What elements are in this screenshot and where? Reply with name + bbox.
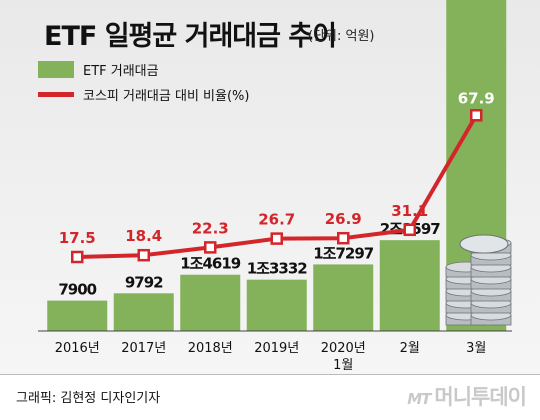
- ratio-point: [403, 223, 416, 237]
- bar-value-label: 9792: [125, 273, 163, 291]
- chart-title: ETF 일평균 거래대금 추이: [44, 21, 337, 52]
- ratio-value-label: 26.9: [325, 210, 362, 228]
- legend-label-line: 코스피 거래대금 대비 비율(%): [83, 89, 250, 104]
- ratio-point: [470, 109, 483, 122]
- bar: [379, 240, 440, 331]
- bar: [246, 279, 307, 331]
- x-tick-label: 2019년: [254, 341, 299, 356]
- ratio-value-label: 26.7: [258, 211, 295, 229]
- bar: [180, 274, 241, 331]
- bar-value-label: 7900: [58, 281, 96, 299]
- legend-item-bar: ETF 거래대금: [38, 60, 159, 79]
- x-tick-label: 2월: [400, 341, 420, 356]
- bar-value-label: 1조3332: [247, 260, 308, 278]
- bar-value-label: 1조7297: [313, 244, 374, 262]
- coin-face: [459, 234, 509, 254]
- bar: [113, 293, 174, 331]
- ratio-value-label: 22.3: [192, 219, 229, 237]
- ratio-point: [71, 250, 84, 264]
- ratio-value-label: 67.9: [458, 89, 495, 107]
- legend-swatch-line: [38, 92, 74, 97]
- bar: [313, 264, 374, 331]
- chart-svg: 790097921조46191조33321조72972조35976조857217…: [38, 0, 512, 373]
- x-tick-label: 2018년: [188, 341, 233, 356]
- x-tick-label: 2016년: [55, 341, 100, 356]
- ratio-point: [270, 232, 283, 245]
- x-tick-label: 1월: [333, 358, 353, 373]
- publisher-logo: MT 머니투데이: [407, 381, 527, 411]
- graphic-credit: 그래픽: 김현정 디자인기자: [16, 391, 161, 406]
- ratio-value-label: 18.4: [125, 227, 162, 245]
- ratio-point: [204, 241, 217, 254]
- ratio-point: [337, 231, 350, 245]
- unit-label: (단위: 억원): [308, 29, 375, 44]
- ratio-value-label: 17.5: [59, 229, 96, 247]
- legend-swatch-bar: [38, 61, 74, 78]
- x-tick-label: 3월: [466, 341, 486, 356]
- legend-label-bar: ETF 거래대금: [83, 64, 159, 79]
- logo-mt: MT: [407, 390, 431, 408]
- footer: 그래픽: 김현정 디자인기자 MT 머니투데이: [0, 374, 540, 420]
- legend-item-line: 코스피 거래대금 대비 비율(%): [38, 85, 249, 104]
- bar: [47, 300, 108, 331]
- ratio-point: [137, 248, 150, 262]
- bar-value-label: 1조4619: [180, 255, 241, 273]
- x-tick-label: 2017년: [121, 341, 166, 356]
- x-tick-label: 2020년: [321, 341, 366, 356]
- ratio-value-label: 31.1: [391, 202, 428, 220]
- logo-text: 머니투데이: [434, 385, 527, 409]
